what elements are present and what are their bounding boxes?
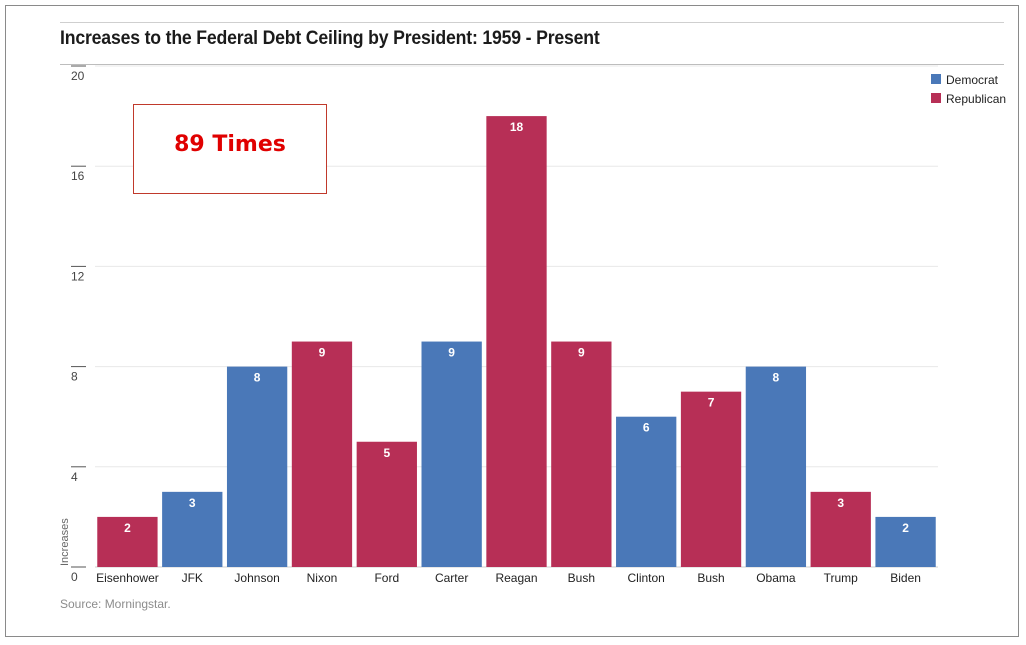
x-tick-label: Carter (435, 571, 468, 585)
x-tick-label: Trump (824, 571, 859, 585)
x-tick-label: Eisenhower (96, 571, 159, 585)
x-tick-label: JFK (182, 571, 203, 585)
legend-label: Democrat (946, 73, 999, 87)
chart-title: Increases to the Federal Debt Ceiling by… (60, 28, 600, 49)
x-tick-label: Reagan (495, 571, 537, 585)
bar-value-label: 18 (510, 120, 524, 134)
bar-value-label: 9 (448, 346, 455, 360)
bar (551, 341, 612, 567)
bar-value-label: 7 (708, 396, 715, 410)
bar (421, 341, 482, 567)
source-note: Source: Morningstar. (60, 597, 171, 611)
bar (97, 516, 158, 567)
y-tick-label: 8 (71, 370, 78, 384)
bar-value-label: 9 (319, 346, 326, 360)
bar-value-label: 8 (254, 371, 261, 385)
bar (356, 441, 417, 567)
bar (745, 366, 807, 567)
x-tick-label: Clinton (628, 571, 665, 585)
bar (226, 366, 288, 567)
bar (875, 516, 936, 567)
bar (291, 341, 353, 567)
bar-value-label: 2 (902, 521, 909, 535)
y-tick-label: 4 (71, 470, 78, 484)
x-tick-label: Obama (756, 571, 796, 585)
top-rule (60, 22, 1004, 23)
y-tick-label: 12 (71, 269, 85, 283)
annotation-text: 89 Times (174, 131, 286, 157)
title-rule (60, 64, 1004, 65)
bar-value-label: 6 (643, 421, 650, 435)
bar (810, 491, 871, 567)
bar-value-label: 3 (189, 496, 196, 510)
x-tick-label: Nixon (307, 571, 338, 585)
legend-swatch (931, 93, 941, 103)
y-tick-label: 0 (71, 570, 78, 584)
x-tick-label: Johnson (234, 571, 279, 585)
y-tick-label: 16 (71, 169, 85, 183)
bar-value-label: 8 (773, 371, 780, 385)
bar-value-label: 9 (578, 346, 585, 360)
legend-label: Republican (946, 92, 1006, 106)
x-tick-label: Bush (697, 571, 724, 585)
bar (680, 391, 742, 567)
x-tick-label: Bush (568, 571, 595, 585)
bar-value-label: 5 (383, 446, 390, 460)
bar (162, 491, 223, 567)
annotation-box: 89 Times (133, 104, 327, 194)
bar (616, 416, 677, 567)
bar-value-label: 3 (837, 496, 844, 510)
bar (486, 116, 547, 567)
y-tick-label: 20 (71, 69, 85, 83)
x-tick-label: Biden (890, 571, 921, 585)
x-tick-label: Ford (374, 571, 399, 585)
bar-value-label: 2 (124, 521, 131, 535)
legend-swatch (931, 74, 941, 84)
y-axis-label: Increases (59, 518, 71, 566)
